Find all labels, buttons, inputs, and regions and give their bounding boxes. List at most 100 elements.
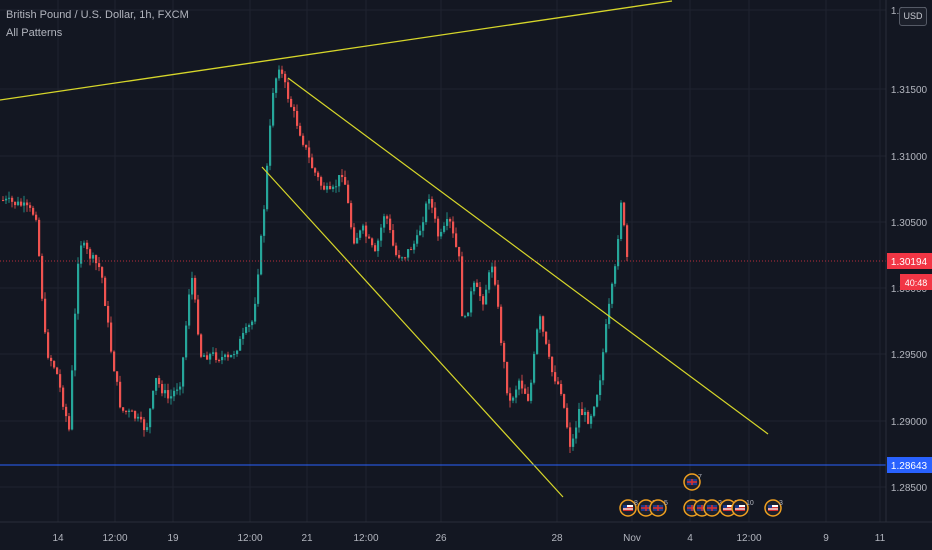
candle-body xyxy=(74,313,77,371)
event-marker[interactable]: 3 xyxy=(764,499,783,517)
candle-body xyxy=(446,219,449,226)
candle-body xyxy=(128,410,131,412)
time-tick-label: 4 xyxy=(687,533,693,544)
candle-body xyxy=(293,106,296,111)
candle-body xyxy=(68,416,71,430)
price-tick-label: 1.29000 xyxy=(891,417,928,428)
event-marker[interactable]: 8 xyxy=(619,499,638,517)
candle-body xyxy=(386,216,389,219)
candle-body xyxy=(236,350,239,355)
candle-body xyxy=(428,199,431,204)
event-count: 7 xyxy=(698,474,702,481)
candle-body xyxy=(83,242,86,246)
candle-body xyxy=(347,184,350,204)
candle-body xyxy=(509,393,512,401)
candle-body xyxy=(599,380,602,395)
candle-body xyxy=(197,299,200,335)
economic-events[interactable]: 83573922103 xyxy=(619,473,783,517)
event-marker[interactable]: 7 xyxy=(683,473,702,491)
candle-body xyxy=(188,294,191,326)
candle-body xyxy=(329,186,332,190)
candle-body xyxy=(311,157,314,169)
candle-body xyxy=(20,201,23,206)
candle-body xyxy=(578,408,581,428)
candle-body xyxy=(590,415,593,424)
candle-body xyxy=(407,249,410,258)
candle-body xyxy=(77,263,80,314)
candle-body xyxy=(332,186,335,190)
candle-body xyxy=(410,249,413,251)
upper-trendline[interactable] xyxy=(0,0,673,101)
candle-body xyxy=(251,321,254,326)
channel-upper-line[interactable] xyxy=(287,77,769,435)
candle-body xyxy=(104,277,107,306)
candle-body xyxy=(389,218,392,231)
time-tick-label: Nov xyxy=(623,533,641,544)
currency-button[interactable]: USD xyxy=(899,7,927,26)
candle-body xyxy=(305,144,308,148)
candle-body xyxy=(98,263,101,268)
candle-body xyxy=(308,147,311,158)
candle-body xyxy=(167,390,170,399)
candle-body xyxy=(140,416,143,420)
candle-body xyxy=(614,266,617,284)
price-axis[interactable]: 1.320001.315001.310001.305001.300001.295… xyxy=(885,0,932,522)
candle-body xyxy=(317,172,320,178)
countdown-label-box xyxy=(900,274,932,290)
candle-body xyxy=(401,257,404,259)
candlestick-series xyxy=(2,65,629,453)
candle-body xyxy=(272,92,275,126)
time-tick-label: 12:00 xyxy=(736,533,761,544)
candle-body xyxy=(224,354,227,357)
candle-body xyxy=(572,438,575,447)
event-count: 8 xyxy=(634,500,638,507)
candle-body xyxy=(458,246,461,257)
candle-body xyxy=(338,175,341,187)
time-tick-label: 14 xyxy=(52,533,64,544)
candle-body xyxy=(26,202,29,206)
candle-body xyxy=(269,125,272,166)
candle-body xyxy=(602,352,605,381)
channel-lower-line[interactable] xyxy=(261,166,564,498)
candle-body xyxy=(605,324,608,353)
candle-body xyxy=(362,225,365,231)
indicator-label[interactable]: All Patterns xyxy=(6,27,63,39)
candle-body xyxy=(107,305,110,323)
candle-body xyxy=(62,387,65,407)
candle-body xyxy=(134,410,137,419)
price-tick-label: 1.29500 xyxy=(891,350,928,361)
event-marker[interactable]: 5 xyxy=(649,499,668,517)
time-tick-label: 12:00 xyxy=(102,533,127,544)
event-count: 2 xyxy=(718,500,722,507)
candle-body xyxy=(23,202,26,206)
candle-body xyxy=(221,356,224,361)
candle-body xyxy=(548,343,551,357)
candle-body xyxy=(419,230,422,236)
candle-body xyxy=(242,332,245,339)
time-tick-label: 28 xyxy=(551,533,563,544)
event-count: 3 xyxy=(779,500,783,507)
candle-body xyxy=(626,225,629,257)
time-axis[interactable]: 14 12:00 19 12:00 21 12:00 26 28 Nov 4 12:00 9 11 xyxy=(0,521,932,550)
event-marker[interactable]: 2 xyxy=(703,499,722,517)
candle-body xyxy=(86,242,89,250)
candle-body xyxy=(290,98,293,107)
candle-body xyxy=(176,389,179,391)
candle-body xyxy=(353,227,356,244)
drawing-lines[interactable] xyxy=(0,0,886,498)
candle-body xyxy=(620,202,623,240)
candle-body xyxy=(149,408,152,428)
candle-body xyxy=(434,207,437,219)
candle-body xyxy=(392,230,395,246)
candle-body xyxy=(44,298,47,333)
candle-body xyxy=(479,286,482,297)
candle-body xyxy=(287,82,290,99)
event-marker[interactable]: 10 xyxy=(731,499,754,517)
candle-body xyxy=(515,389,518,398)
candle-body xyxy=(230,354,233,358)
candle-body xyxy=(485,289,488,305)
candle-body xyxy=(215,352,218,361)
candle-body xyxy=(443,225,446,232)
